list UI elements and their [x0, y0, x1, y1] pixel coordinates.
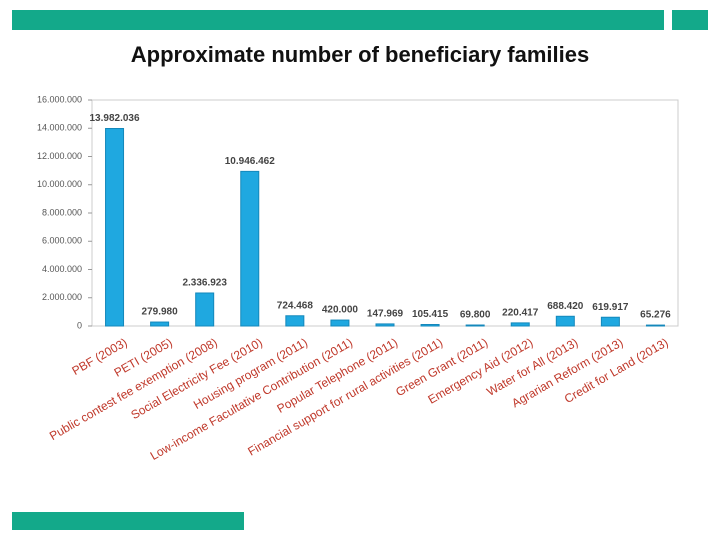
bar — [555, 315, 575, 327]
value-label: 220.417 — [502, 308, 539, 319]
bar — [285, 315, 305, 327]
value-label: 65.276 — [640, 310, 671, 321]
chart-title: Approximate number of beneficiary famili… — [131, 42, 589, 67]
value-label: 619.917 — [592, 302, 629, 313]
value-label: 105.415 — [412, 309, 449, 320]
value-label: 279.980 — [142, 307, 179, 318]
y-tick-label: 12.000.000 — [37, 151, 82, 161]
y-tick-label: 0 — [77, 320, 82, 330]
bar — [195, 292, 215, 327]
bar — [510, 322, 530, 327]
value-label: 10.946.462 — [225, 156, 275, 167]
bar — [645, 324, 665, 327]
bar — [105, 128, 125, 327]
y-tick-label: 16.000.000 — [37, 94, 82, 104]
bar — [150, 321, 170, 327]
value-label: 724.468 — [277, 300, 314, 311]
bar — [330, 319, 350, 327]
value-label: 688.420 — [547, 301, 584, 312]
value-label: 420.000 — [322, 305, 359, 316]
value-label: 69.800 — [460, 310, 491, 321]
value-label: 147.969 — [367, 309, 404, 320]
y-tick-label: 8.000.000 — [42, 207, 82, 217]
y-tick-label: 14.000.000 — [37, 123, 82, 133]
value-label: 2.336.923 — [182, 278, 227, 289]
header-button — [672, 10, 708, 30]
bar — [420, 324, 440, 327]
value-label: 13.982.036 — [90, 113, 140, 124]
bar — [240, 170, 260, 327]
header-bar — [12, 10, 664, 30]
y-tick-label: 10.000.000 — [37, 179, 82, 189]
bar — [600, 316, 620, 327]
y-tick-label: 4.000.000 — [42, 264, 82, 274]
y-tick-label: 2.000.000 — [42, 292, 82, 302]
bar — [375, 323, 395, 327]
bar — [465, 324, 485, 327]
footer-bar — [12, 512, 244, 530]
y-tick-label: 6.000.000 — [42, 236, 82, 246]
plot-frame — [91, 99, 679, 327]
